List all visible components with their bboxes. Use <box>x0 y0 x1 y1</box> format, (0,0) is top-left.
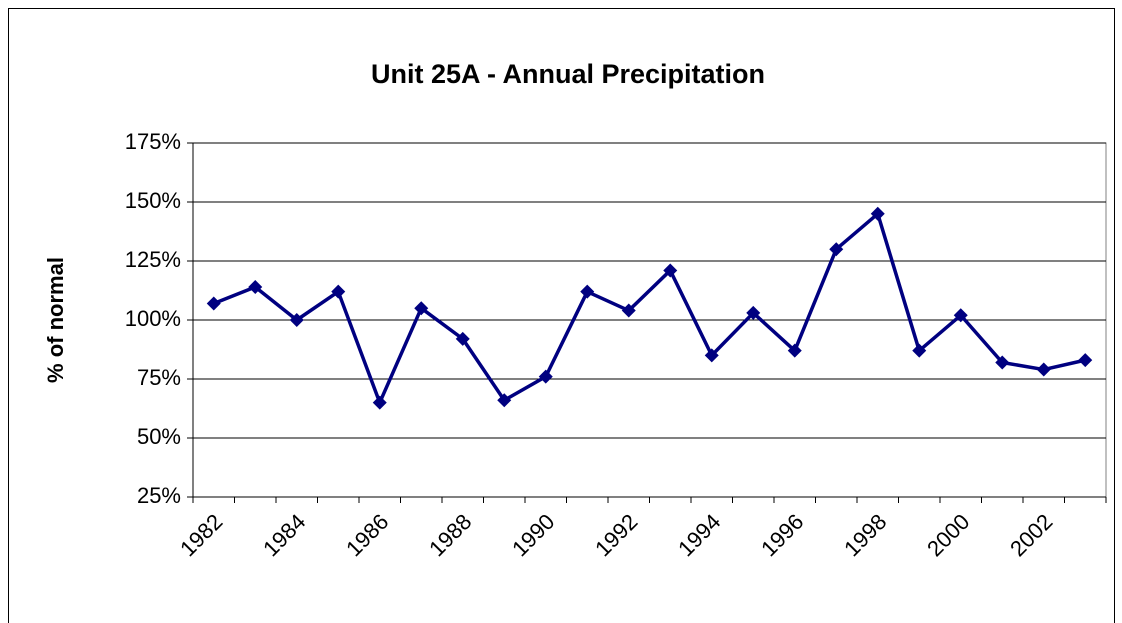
data-marker <box>289 313 304 327</box>
data-marker <box>455 331 470 346</box>
data-marker <box>331 284 346 299</box>
data-marker <box>870 206 885 221</box>
data-marker <box>497 393 512 408</box>
data-marker <box>663 263 678 278</box>
data-marker <box>829 242 844 257</box>
data-marker <box>995 355 1010 370</box>
data-line <box>213 212 1086 405</box>
data-marker <box>1036 362 1051 377</box>
data-marker <box>538 369 553 384</box>
data-marker <box>206 296 221 311</box>
y-tick-label: 125% <box>125 247 181 272</box>
data-marker <box>787 343 802 358</box>
y-axis-label: % of normal <box>43 257 68 383</box>
data-marker <box>372 395 387 410</box>
chart-title: Unit 25A - Annual Precipitation <box>371 59 765 89</box>
y-tick-label: 75% <box>137 365 181 390</box>
y-tick-label: 25% <box>137 483 181 508</box>
data-marker <box>1078 353 1093 368</box>
data-marker <box>621 303 636 318</box>
data-marker <box>248 279 263 294</box>
y-tick-label: 50% <box>137 424 181 449</box>
data-marker <box>414 301 429 316</box>
y-tick-label: 100% <box>125 306 181 331</box>
data-marker <box>580 284 595 299</box>
data-marker <box>912 343 927 358</box>
data-marker <box>953 308 968 323</box>
data-marker <box>704 348 719 363</box>
y-tick-label: 175% <box>125 129 181 154</box>
data-marker <box>746 305 761 320</box>
y-tick-label: 150% <box>125 188 181 213</box>
